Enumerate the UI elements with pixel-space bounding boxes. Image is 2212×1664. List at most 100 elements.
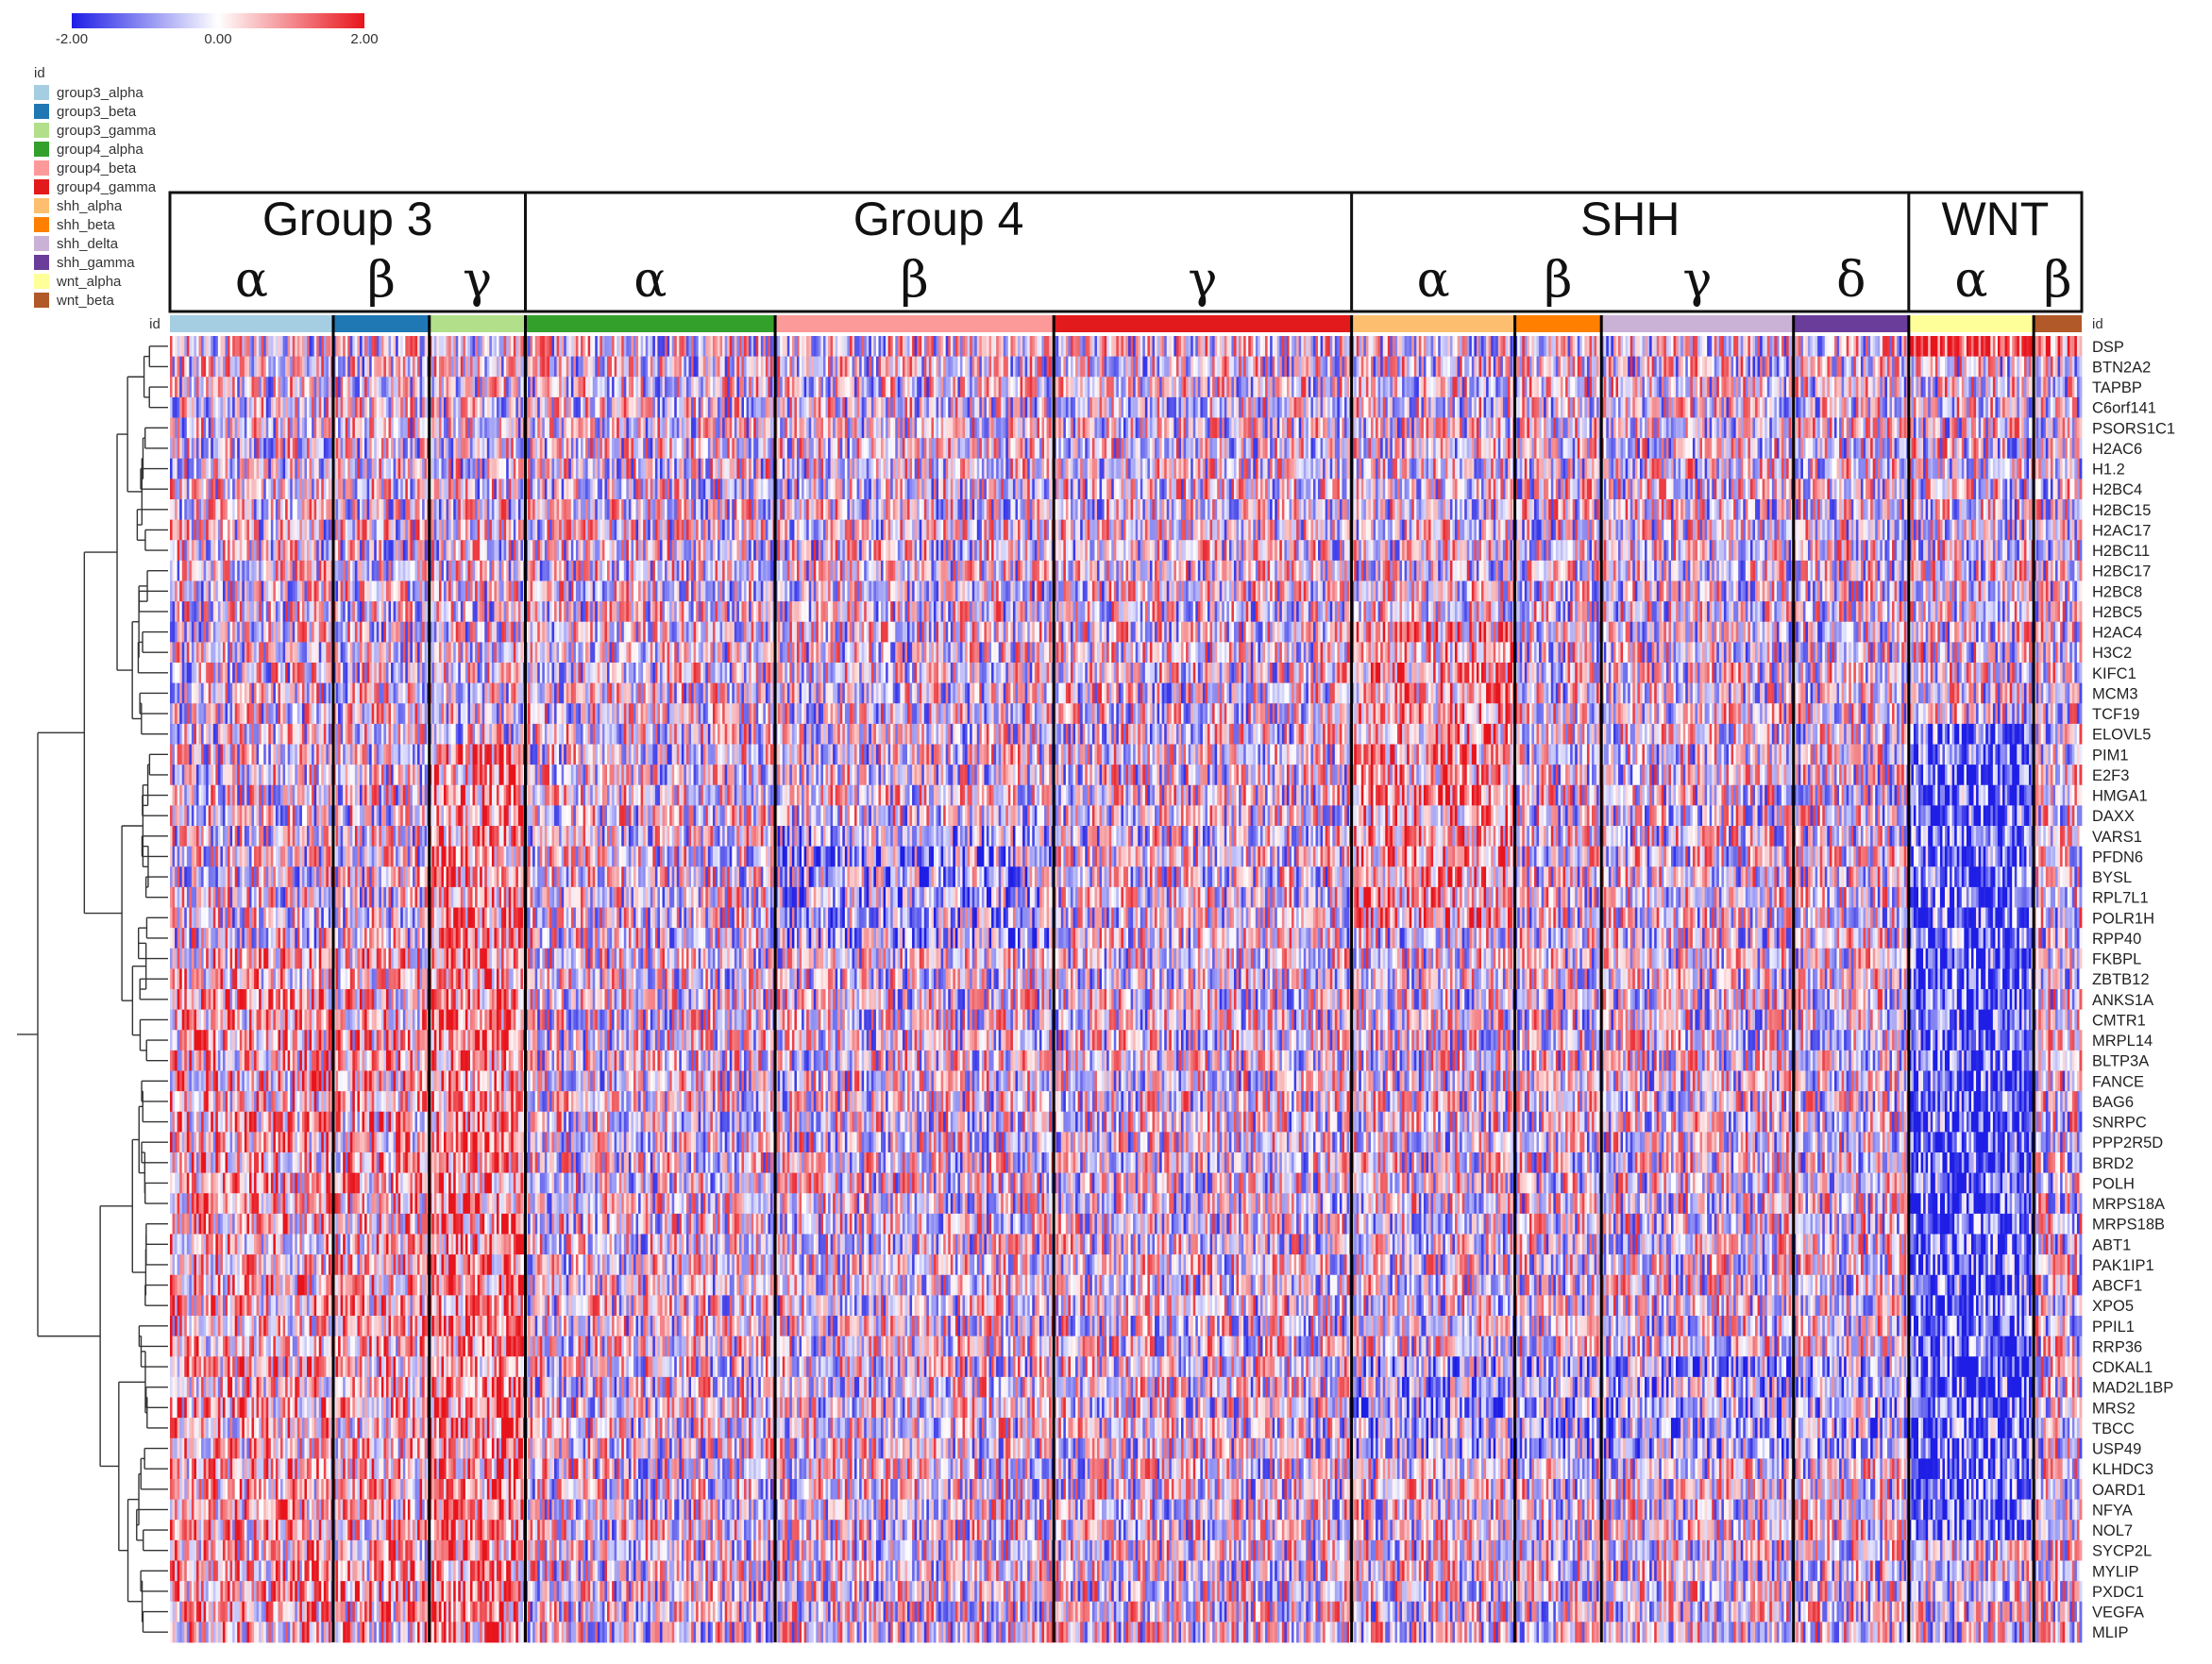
heatmap-cell (285, 1254, 288, 1275)
heatmap-cell (228, 1295, 230, 1316)
heatmap-cell (263, 479, 266, 499)
heatmap-cell (268, 1214, 271, 1235)
heatmap-cell (189, 479, 192, 499)
heatmap-cell (196, 1581, 199, 1602)
heatmap-cell (405, 377, 408, 397)
heatmap-cell (268, 703, 271, 724)
heatmap-cell (170, 1500, 173, 1521)
heatmap-cell (240, 1051, 243, 1071)
heatmap-cell (220, 1214, 223, 1235)
heatmap-cell (196, 928, 199, 949)
heatmap-cell (302, 1254, 305, 1275)
legend-swatch-group3_beta (34, 104, 49, 119)
heatmap-cell (326, 336, 329, 357)
heatmap-cell (218, 601, 221, 622)
heatmap-cell (316, 459, 319, 479)
heatmap-cell (196, 418, 199, 439)
heatmap-cell (209, 1051, 211, 1071)
heatmap-cell (408, 377, 411, 397)
heatmap-cell (235, 1091, 238, 1112)
heatmap-cell (295, 1316, 297, 1336)
heatmap-cell (394, 581, 397, 602)
heatmap-cell (316, 1091, 319, 1112)
heatmap-cell (299, 1295, 302, 1316)
heatmap-cell (209, 785, 211, 806)
heatmap-cell (215, 1071, 218, 1092)
heatmap-cell (173, 805, 176, 826)
heatmap-cell (314, 683, 317, 704)
heatmap-cell (182, 1193, 185, 1214)
heatmap-cell (299, 1316, 302, 1336)
heatmap-cell (204, 1377, 207, 1398)
heatmap-cell (251, 357, 254, 378)
heatmap-cell (182, 887, 185, 908)
heatmap-cell (355, 601, 358, 622)
heatmap-cell (295, 1173, 297, 1194)
heatmap-cell (297, 397, 300, 418)
heatmap-cell (283, 642, 286, 663)
heatmap-cell (173, 785, 176, 806)
heatmap-cell (302, 1602, 305, 1622)
heatmap-cell (175, 1132, 177, 1152)
heatmap-cell (232, 459, 235, 479)
heatmap-cell (223, 459, 226, 479)
heatmap-cell (266, 1377, 269, 1398)
heatmap-cell (215, 866, 218, 887)
heatmap-cell (249, 1030, 252, 1051)
heatmap-cell (326, 683, 329, 704)
heatmap-cell (240, 1071, 243, 1092)
heatmap-cell (257, 949, 260, 969)
heatmap-cell (285, 887, 288, 908)
heatmap-cell (290, 499, 293, 520)
heatmap-cell (199, 561, 202, 581)
heatmap-cell (381, 336, 384, 357)
heatmap-cell (235, 561, 238, 581)
heatmap-cell (254, 377, 257, 397)
heatmap-cell (211, 1030, 213, 1051)
heatmap-cell (196, 1091, 199, 1112)
annotation-group4_alpha (526, 315, 776, 332)
heatmap-cell (321, 1500, 324, 1521)
heatmap-cell (278, 765, 280, 785)
heatmap-cell (299, 1173, 302, 1194)
heatmap-cell (218, 908, 221, 929)
heatmap-cell (215, 540, 218, 561)
heatmap-cell (363, 357, 365, 378)
heatmap-cell (360, 418, 363, 439)
heatmap-cell (307, 785, 310, 806)
heatmap-cell (319, 1112, 322, 1133)
heatmap-cell (307, 1051, 310, 1071)
heatmap-cell (240, 418, 243, 439)
heatmap-cell (299, 438, 302, 459)
heatmap-cell (213, 540, 216, 561)
heatmap-cell (271, 826, 274, 847)
heatmap-cell (352, 336, 355, 357)
heatmap-cell (249, 438, 252, 459)
heatmap-cell (324, 601, 327, 622)
heatmap-cell (329, 357, 331, 378)
heatmap-cell (262, 540, 264, 561)
heatmap-cell (299, 581, 302, 602)
heatmap-cell (194, 724, 196, 745)
heatmap-cell (192, 1214, 194, 1235)
heatmap-cell (293, 1214, 295, 1235)
heatmap-cell (280, 1540, 283, 1561)
heatmap-cell (414, 438, 417, 459)
heatmap-cell (196, 1010, 199, 1031)
heatmap-cell (259, 765, 262, 785)
heatmap-cell (189, 866, 192, 887)
heatmap-cell (299, 928, 302, 949)
heatmap-cell (278, 949, 280, 969)
heatmap-cell (295, 499, 297, 520)
heatmap-cell (223, 1051, 226, 1071)
heatmap-cell (283, 1622, 286, 1642)
heatmap-cell (273, 418, 276, 439)
heatmap-cell (304, 1398, 307, 1419)
heatmap-cell (347, 622, 350, 643)
heatmap-cell (218, 1051, 221, 1071)
heatmap-cell (280, 745, 283, 765)
heatmap-cell (290, 1316, 293, 1336)
heatmap-cell (262, 1458, 264, 1479)
heatmap-cell (283, 949, 286, 969)
heatmap-cell (273, 520, 276, 541)
